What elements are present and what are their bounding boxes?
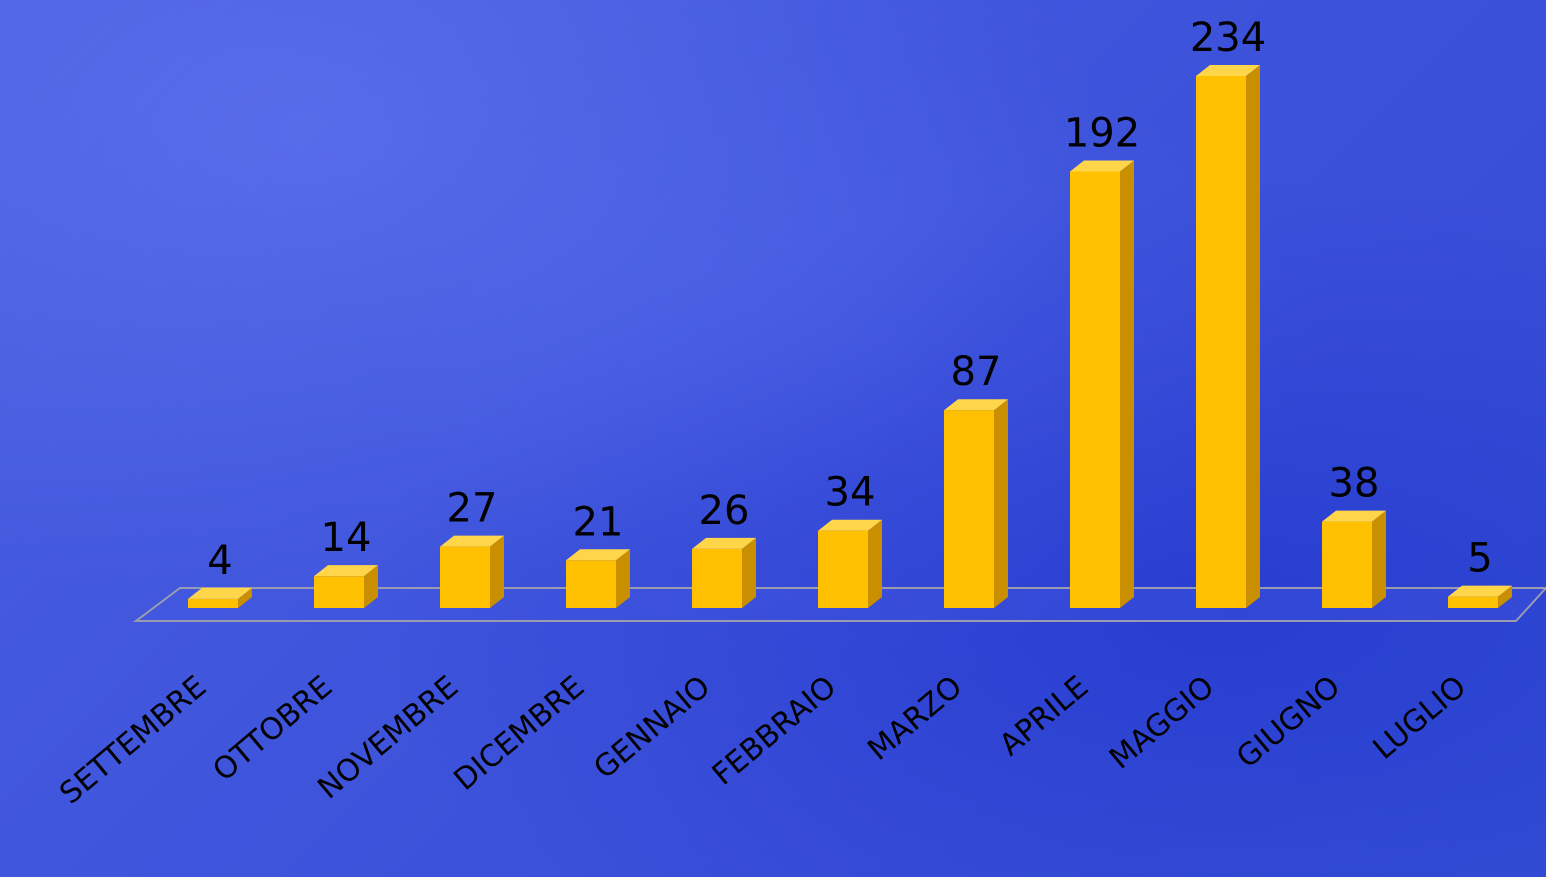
bar-front-face [188, 598, 238, 608]
bar-side-face [616, 549, 630, 608]
bar-side-face [994, 399, 1008, 608]
bar-top-face [188, 587, 252, 599]
bar-side-face [238, 587, 252, 608]
data-labels: 4 14 27 21 26 34 87 192 234 38 5 [207, 15, 1492, 584]
bar-top-face [440, 535, 504, 547]
category-label: OTTOBRE [207, 669, 340, 788]
category-label: GIUGNO [1230, 669, 1347, 775]
category-label: SETTEMBRE [53, 669, 213, 811]
bar-front-face [944, 410, 994, 608]
category-label: APRILE [993, 669, 1095, 763]
category-label: MAGGIO [1103, 669, 1221, 776]
bar-top-face [944, 399, 1008, 411]
bar-front-face [818, 530, 868, 608]
bar-top-face [566, 549, 630, 561]
bar-front-face [1322, 521, 1372, 608]
bar-novembre [440, 535, 504, 608]
bar-settembre [188, 587, 252, 608]
bar-front-face [1448, 596, 1498, 608]
bar-gennaio [692, 537, 756, 608]
data-label: 38 [1329, 461, 1380, 507]
category-label: LUGLIO [1367, 669, 1473, 766]
bar-top-face [818, 519, 882, 531]
bar-luglio [1448, 585, 1512, 608]
bar-series [188, 65, 1512, 608]
bar-side-face [1498, 585, 1512, 608]
bar-front-face [1070, 171, 1120, 608]
category-label: GENNAIO [587, 669, 717, 786]
data-label: 27 [447, 486, 498, 532]
bar-top-face [692, 537, 756, 549]
bar-top-face [1196, 65, 1260, 76]
data-label: 4 [207, 538, 232, 584]
bar-giugno [1322, 510, 1386, 608]
category-axis-labels: SETTEMBREOTTOBRENOVEMBREDICEMBREGENNAIOF… [53, 669, 1473, 811]
bar-side-face [1120, 160, 1134, 608]
bar-front-face [440, 546, 490, 608]
data-label: 87 [951, 349, 1002, 395]
bar-top-face [1448, 585, 1512, 597]
bar-dicembre [566, 549, 630, 608]
bar-febbraio [818, 519, 882, 608]
data-label: 234 [1190, 15, 1266, 61]
bar-side-face [364, 565, 378, 608]
bar-side-face [490, 535, 504, 608]
bar-side-face [1372, 510, 1386, 608]
bar-ottobre [314, 565, 378, 608]
bar-front-face [1196, 76, 1246, 608]
category-label: DICEMBRE [448, 669, 592, 797]
bar-marzo [944, 399, 1008, 608]
bar-maggio [1196, 65, 1260, 608]
bar-top-face [1070, 160, 1134, 172]
category-label: NOVEMBRE [311, 669, 465, 806]
data-label: 14 [321, 515, 372, 561]
bar-top-face [1322, 510, 1386, 522]
data-label: 5 [1467, 536, 1492, 582]
category-label: MARZO [861, 669, 969, 767]
data-label: 192 [1064, 110, 1140, 156]
bar-aprile [1070, 160, 1134, 608]
bar-top-face [314, 565, 378, 577]
bar-side-face [868, 519, 882, 608]
bar-front-face [566, 560, 616, 608]
data-label: 34 [825, 470, 876, 516]
data-label: 21 [573, 499, 624, 545]
bar-front-face [692, 548, 742, 608]
bar-side-face [1246, 65, 1260, 608]
data-label: 26 [699, 488, 750, 534]
category-label: FEBBRAIO [706, 669, 843, 792]
bar-front-face [314, 576, 364, 608]
bar-side-face [742, 537, 756, 608]
